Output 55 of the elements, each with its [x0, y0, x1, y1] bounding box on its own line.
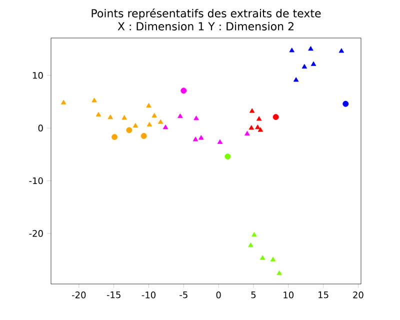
y-tick-label: -10 — [29, 177, 43, 184]
x-tick-label: 15 — [318, 292, 328, 298]
y-tick-label: 0 — [38, 124, 43, 132]
point — [308, 46, 314, 51]
point — [249, 108, 255, 113]
point — [276, 270, 282, 276]
point — [272, 114, 279, 120]
point — [198, 135, 204, 140]
point — [112, 134, 118, 140]
point — [146, 102, 152, 108]
point — [252, 232, 257, 237]
point — [310, 61, 316, 66]
point — [256, 116, 262, 121]
point — [192, 136, 198, 142]
point — [146, 122, 152, 127]
point — [260, 255, 266, 260]
point — [338, 48, 344, 53]
point — [248, 242, 254, 248]
point — [342, 100, 349, 107]
x-tick-label: -15 — [106, 292, 120, 298]
x-tick-label: -20 — [72, 292, 86, 298]
point — [217, 139, 223, 144]
x-tick-label: 5 — [251, 292, 256, 298]
point — [140, 132, 147, 139]
point — [258, 127, 264, 132]
point — [270, 256, 276, 262]
x-tick-label: 10 — [284, 292, 294, 298]
point — [60, 100, 66, 104]
point — [108, 114, 113, 120]
point — [289, 48, 294, 52]
x-tick-label: -10 — [142, 292, 156, 298]
point — [244, 130, 250, 136]
chart-subtitle: X : Dimension 1 Y : Dimension 2 — [118, 22, 294, 30]
point — [224, 154, 231, 160]
point — [126, 127, 132, 134]
point — [92, 98, 97, 102]
point — [132, 122, 138, 128]
point — [122, 115, 127, 120]
x-tick-label: 20 — [353, 292, 364, 298]
point — [158, 119, 164, 124]
point — [302, 64, 308, 69]
point — [194, 116, 199, 120]
point — [255, 124, 260, 130]
point — [162, 124, 168, 130]
point — [180, 88, 187, 94]
x-tick-label: 0 — [216, 292, 221, 298]
chart-title: Points représentatifs des extraits de texte — [92, 8, 321, 20]
point — [293, 77, 299, 82]
y-tick-label: 10 — [33, 72, 43, 79]
point — [152, 112, 157, 118]
x-tick-label: -5 — [180, 292, 188, 298]
point — [96, 112, 102, 116]
point — [178, 113, 183, 118]
y-tick-label: -20 — [29, 230, 43, 237]
point — [248, 125, 254, 130]
